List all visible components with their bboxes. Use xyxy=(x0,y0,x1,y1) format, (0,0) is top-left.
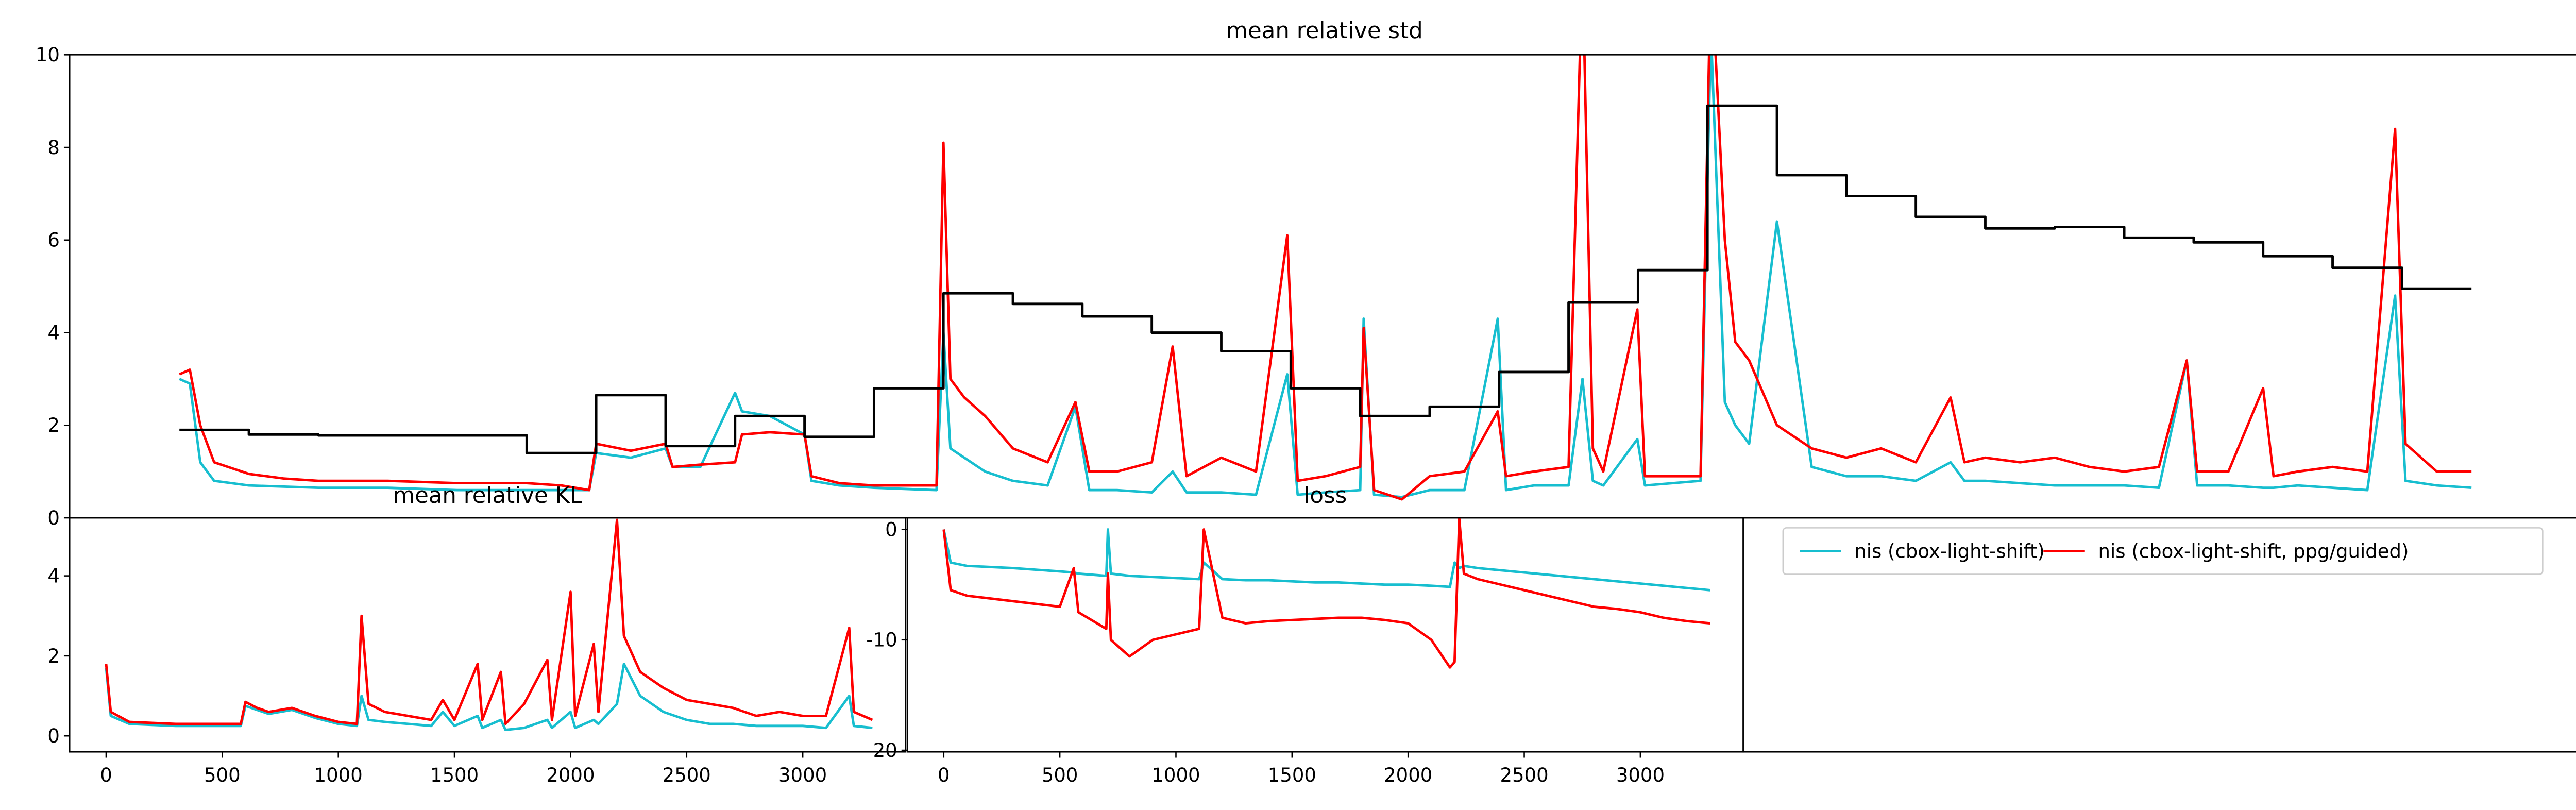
series-line xyxy=(179,104,2472,454)
y-tick-label: 10 xyxy=(36,44,60,66)
chart-title: mean relative KL xyxy=(393,483,582,509)
y-tick-label: 0 xyxy=(47,507,60,529)
series-line xyxy=(942,528,1710,592)
x-tick-label: 2000 xyxy=(546,764,595,786)
y-tick-label: -20 xyxy=(866,739,897,762)
y-tick-label: 0 xyxy=(47,725,60,747)
x-tick-label: 500 xyxy=(204,764,241,786)
plot-area xyxy=(942,518,1710,669)
x-tick-label: 3000 xyxy=(778,764,827,786)
x-tick-label: 2500 xyxy=(663,764,711,786)
chart-title: mean relative std xyxy=(1226,18,1423,44)
legend-box xyxy=(1782,527,2544,575)
x-tick-label: 1000 xyxy=(314,764,363,786)
x-tick-label: 500 xyxy=(1042,764,1078,786)
y-tick-label: 0 xyxy=(885,518,897,541)
y-tick-label: 4 xyxy=(47,322,60,344)
x-tick-label: 2000 xyxy=(1384,764,1432,786)
x-tick-label: 0 xyxy=(100,764,112,786)
series-line xyxy=(179,55,2472,501)
y-tick-label: 2 xyxy=(47,645,60,667)
x-tick-label: 0 xyxy=(938,764,950,786)
x-tick-label: 3000 xyxy=(1616,764,1665,786)
y-tick-label: 4 xyxy=(47,565,60,587)
axes-frame xyxy=(69,517,907,753)
y-tick-label: -10 xyxy=(866,629,897,651)
axes-frame xyxy=(906,517,1744,753)
legend-label: nis (cbox-light-shift, ppg/guided) xyxy=(2098,540,2409,562)
series-line xyxy=(105,518,873,725)
chart-title: loss xyxy=(1303,483,1347,509)
y-tick-label: 2 xyxy=(47,414,60,436)
x-tick-label: 1000 xyxy=(1151,764,1200,786)
x-tick-label: 1500 xyxy=(430,764,479,786)
x-tick-label: 1500 xyxy=(1268,764,1316,786)
y-tick-label: 6 xyxy=(47,229,60,251)
plot-area xyxy=(105,518,873,731)
y-tick-label: 8 xyxy=(47,137,60,159)
legend-label: nis (cbox-light-shift) xyxy=(1854,540,2045,562)
plot-area xyxy=(179,55,2472,501)
series-line xyxy=(105,663,873,731)
series-line xyxy=(942,518,1710,669)
x-tick-label: 2500 xyxy=(1500,764,1548,786)
